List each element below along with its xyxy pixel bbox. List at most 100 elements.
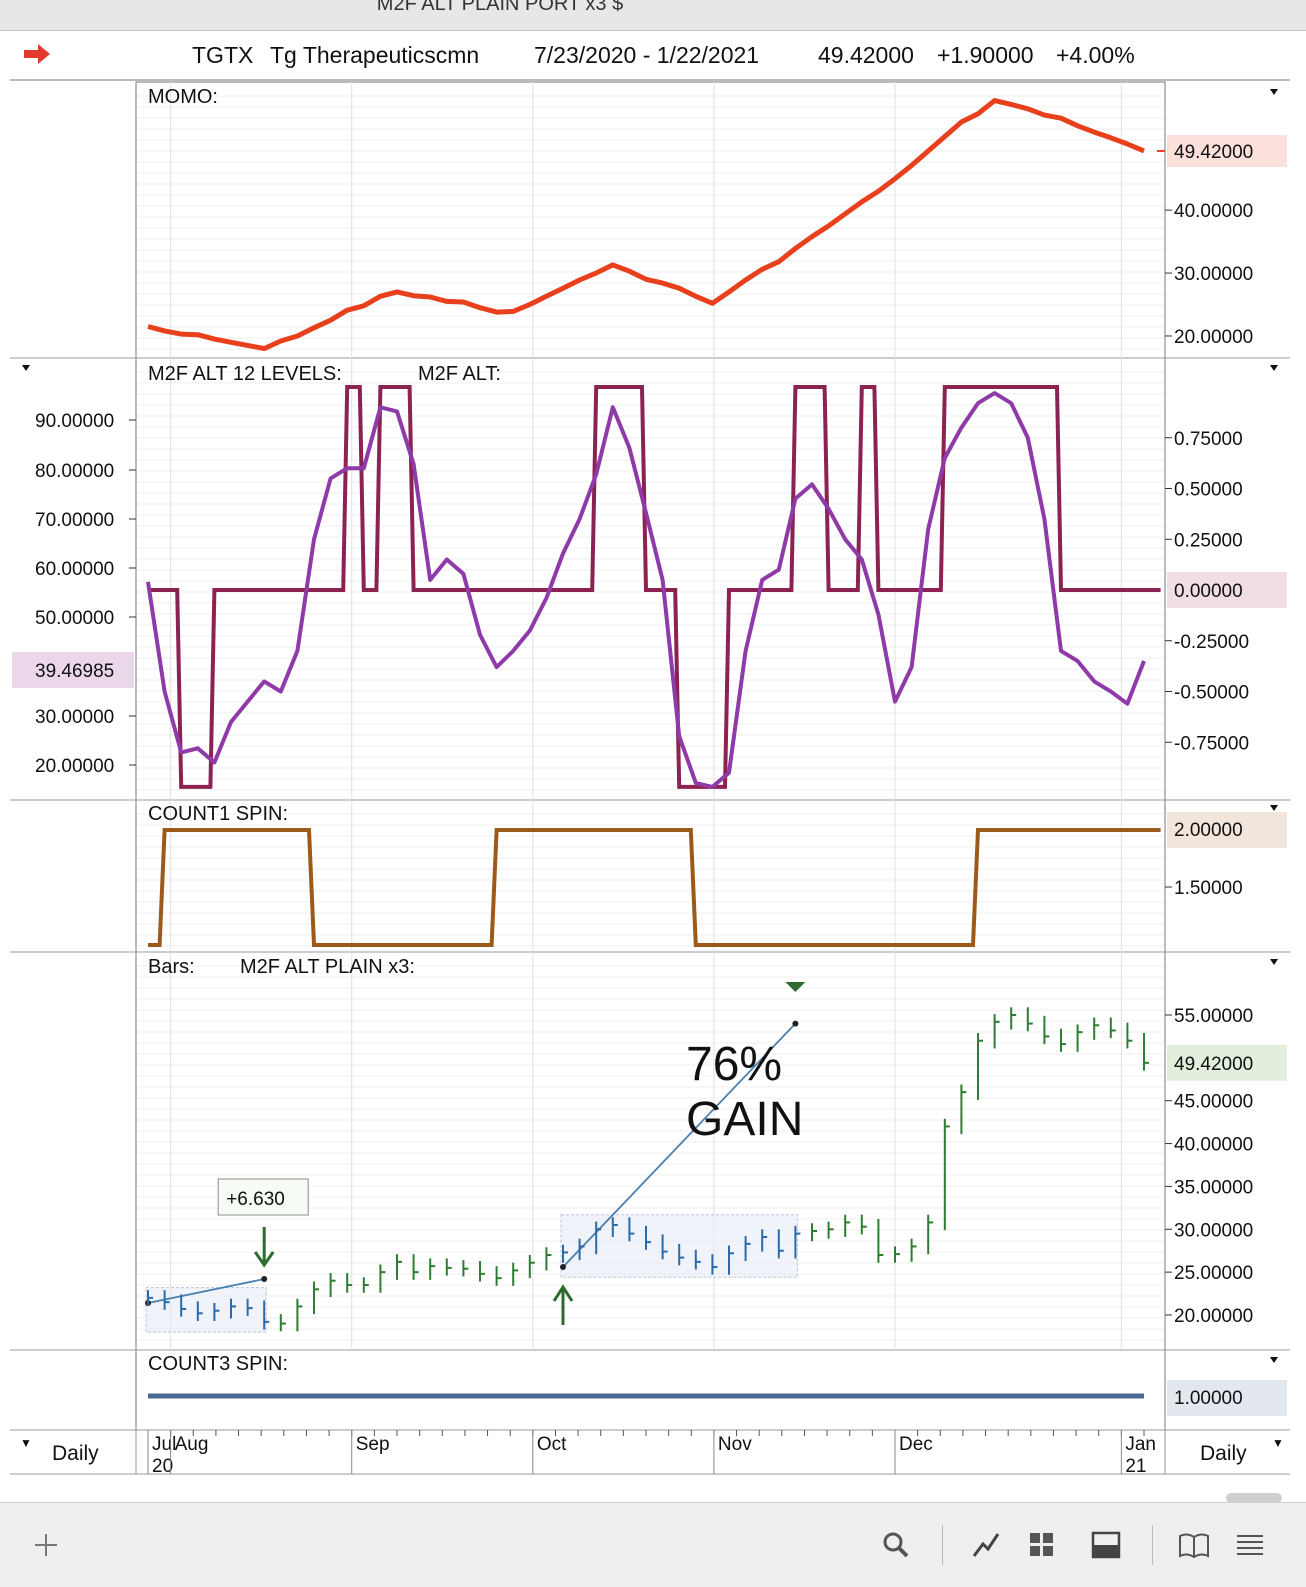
left-period-dropdown-icon[interactable]: ▼: [20, 1436, 32, 1450]
strategy-title: M2F ALT PLAIN x3:: [240, 956, 415, 978]
red-arrow-icon[interactable]: [22, 42, 52, 66]
trade-entry-dot: [560, 1264, 566, 1270]
window-titlebar: M2F ALT PLAIN PORT x3 $: [0, 0, 1306, 31]
bottom-toolbar: [0, 1493, 1306, 1587]
x-month-label: Jul: [152, 1434, 176, 1455]
buy-arrow-icon: [552, 1284, 574, 1325]
x-year-label: 20: [152, 1456, 173, 1477]
levels-line: [148, 385, 1161, 789]
count1-value-label: 2.00000: [1174, 820, 1243, 841]
panel-dropdown-icon: [1270, 959, 1278, 965]
panel-dropdown-icon: [1270, 89, 1278, 95]
window-title: M2F ALT PLAIN PORT x3 $: [376, 0, 624, 15]
momo-line: [147, 98, 1145, 352]
alt-left-tick-label: 90.00000: [35, 411, 114, 432]
alt-left-tick-label: 50.00000: [35, 608, 114, 629]
x-month-label: Nov: [718, 1434, 752, 1455]
chart-area[interactable]: 40.00000 30.00000 20.00000 49.42000 90.0000…: [0, 0, 1306, 1500]
count1-value-box: [1167, 812, 1287, 848]
alt-right-tick-label: -0.75000: [1174, 733, 1249, 754]
panel-frame: [135, 81, 1166, 359]
price-value-box: [1167, 1044, 1287, 1081]
panel-frame: [135, 1349, 1166, 1431]
bars-title: Bars:: [148, 956, 195, 978]
x-year-label: 21: [1125, 1456, 1146, 1477]
alt-left-tick-label: 60.00000: [35, 559, 114, 580]
add-icon[interactable]: [30, 1529, 62, 1561]
momo-panel: 40.00000 30.00000 20.00000 49.42000: [147, 98, 1287, 352]
price-tick-label: 45.00000: [1174, 1092, 1253, 1113]
alt-left-tick-label: 80.00000: [35, 461, 114, 482]
price-tick-label: 30.00000: [1174, 1220, 1253, 1241]
search-icon[interactable]: [880, 1529, 912, 1561]
alt-right-tick-label: -0.50000: [1174, 683, 1249, 704]
momo-tick-label: 30.00000: [1174, 264, 1253, 285]
alt-left-value-label: 39.46985: [35, 661, 114, 682]
count1-panel: 1.50000 2.00000: [148, 812, 1287, 947]
draw-line-icon[interactable]: [970, 1529, 1002, 1561]
alt-left-tick-label: 20.00000: [35, 756, 114, 777]
alt-title: M2F ALT:: [418, 363, 501, 385]
momo-title: MOMO:: [148, 86, 218, 108]
price-tick-label: 20.00000: [1174, 1306, 1253, 1327]
alt-right-tick-label: 0.50000: [1174, 480, 1243, 501]
x-month-label: Jan: [1125, 1434, 1156, 1455]
grid-layout-icon[interactable]: [1026, 1529, 1058, 1561]
price-tick-label: 55.00000: [1174, 1006, 1253, 1027]
momo-tick-label: 20.00000: [1174, 327, 1253, 348]
count3-title: COUNT3 SPIN:: [148, 1353, 288, 1375]
momo-tick-label: 40.00000: [1174, 201, 1253, 222]
scrollbar-handle[interactable]: [1226, 1493, 1282, 1503]
alt-right-value-box: [1167, 572, 1287, 608]
percent-change: +4.00%: [1056, 42, 1135, 68]
alt-left-tick-label: 70.00000: [35, 510, 114, 531]
alt-right-tick-label: -0.25000: [1174, 632, 1249, 653]
sell-arrow-icon: [253, 1227, 275, 1268]
trade-line: [147, 1278, 265, 1304]
count1-tick-label: 1.50000: [1174, 878, 1243, 899]
price-tick-label: 25.00000: [1174, 1263, 1253, 1284]
panel-dropdown-icon: [1270, 805, 1278, 811]
m2f-alt-panel: 90.00000 80.00000 70.00000 60.00000 50.00000…: [12, 385, 1287, 789]
toolbar-divider: [942, 1525, 943, 1565]
panel-dropdown-icon: [1270, 1357, 1278, 1363]
book-icon[interactable]: [1178, 1529, 1210, 1561]
trade-box: [145, 1287, 267, 1333]
count1-line: [148, 828, 1161, 947]
momo-value-label: 49.42000: [1174, 142, 1253, 163]
price-value-label: 49.42000: [1174, 1054, 1253, 1075]
alt-right-tick-label: 0.75000: [1174, 429, 1243, 450]
x-month-label: Aug: [175, 1434, 209, 1455]
right-period-label[interactable]: Daily: [1200, 1442, 1247, 1465]
panel-dropdown-icon: [1270, 365, 1278, 371]
alt-right-value-label: 0.00000: [1174, 581, 1243, 602]
gain-annotation-line1: 76%: [686, 1038, 782, 1091]
right-period-dropdown-icon[interactable]: ▼: [1272, 1436, 1284, 1450]
panel-frame: [135, 357, 1166, 801]
panel-frame: [135, 799, 1166, 953]
alt-left-tick-label: 30.00000: [35, 707, 114, 728]
price-tick-label: 40.00000: [1174, 1135, 1253, 1156]
panel-layout-icon[interactable]: [1090, 1529, 1122, 1561]
trade-exit-dot: [792, 1020, 799, 1027]
count3-panel: 1.00000: [148, 1380, 1287, 1416]
sell-marker-icon: [785, 982, 806, 992]
x-month-label: Dec: [899, 1434, 933, 1455]
price-tick-label: 35.00000: [1174, 1177, 1253, 1198]
left-period-label[interactable]: Daily: [52, 1442, 99, 1465]
count1-title: COUNT1 SPIN:: [148, 803, 288, 825]
count3-value-box: [1167, 1380, 1287, 1416]
x-month-label: Oct: [537, 1434, 567, 1455]
panel-frame: [135, 951, 1166, 1351]
menu-icon[interactable]: [1234, 1529, 1266, 1561]
price-change: +1.90000: [937, 42, 1034, 68]
alt-right-tick-label: 0.25000: [1174, 530, 1243, 551]
toolbar-divider-2: [1152, 1525, 1153, 1565]
trade-profit-box: [217, 1178, 309, 1216]
x-month-label: Sep: [356, 1434, 390, 1455]
alt-left-value-box: [12, 652, 134, 688]
alt-line: [146, 391, 1146, 789]
date-range: 7/23/2020 - 1/22/2021: [534, 42, 760, 68]
trade-exit-dot: [261, 1276, 268, 1282]
last-price: 49.42000: [818, 42, 914, 68]
